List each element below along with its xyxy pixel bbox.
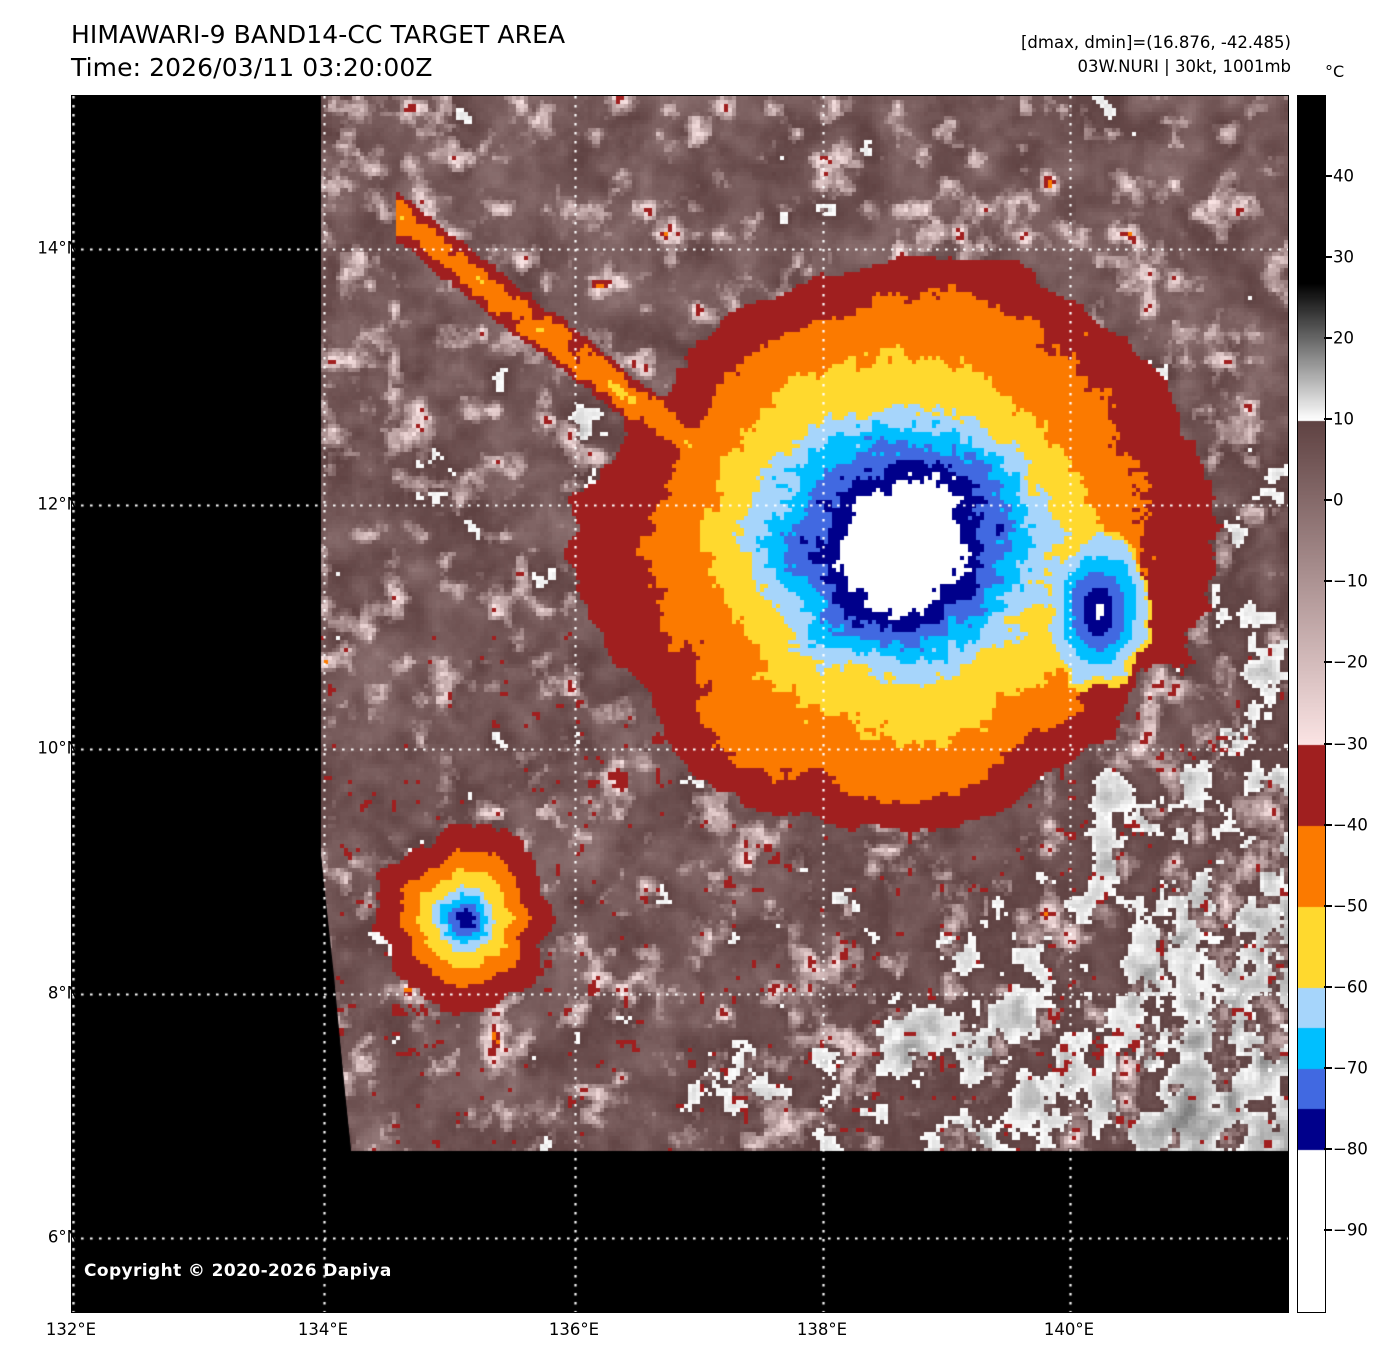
colorbar-tick-mark: [1324, 742, 1332, 745]
dmax-dmin-text: [dmax, dmin]=(16.876, -42.485): [1021, 33, 1291, 52]
colorbar-tick-mark: [1324, 337, 1332, 340]
lon-tick-label: 138°E: [796, 1320, 848, 1339]
title-time-line: Time: 2026/03/11 03:20:00Z: [71, 53, 433, 83]
colorbar-tick-mark: [1324, 1147, 1332, 1150]
colorbar-tick-label: 30: [1333, 247, 1354, 267]
colorbar-tick-mark: [1324, 904, 1332, 907]
colorbar-tick-label: 40: [1333, 166, 1354, 186]
lon-tick-label: 134°E: [297, 1320, 349, 1339]
lon-tick-label: 140°E: [1043, 1320, 1095, 1339]
colorbar-tick-label: −60: [1333, 977, 1368, 997]
colorbar-unit-label: °C: [1325, 62, 1345, 81]
colorbar-tick-mark: [1324, 256, 1332, 259]
lat-tick-label: 14°N: [37, 238, 79, 258]
temperature-colorbar[interactable]: [1297, 95, 1326, 1313]
colorbar-tick-label: −50: [1333, 896, 1368, 916]
lat-tick-label: 8°N: [47, 983, 79, 1003]
lat-tick-label: 10°N: [37, 738, 79, 758]
colorbar-tick-label: −10: [1333, 571, 1368, 591]
colorbar-gradient: [1297, 95, 1326, 1313]
satellite-image-plot[interactable]: Copyright © 2020-2026 Dapiya: [71, 95, 1289, 1313]
metadata-block: [dmax, dmin]=(16.876, -42.485) 03W.NURI …: [1021, 31, 1291, 79]
colorbar-tick-label: −20: [1333, 652, 1368, 672]
lat-tick-label: 12°N: [37, 494, 79, 514]
lat-lon-grid-overlay: [72, 96, 1288, 1312]
colorbar-tick-label: −40: [1333, 815, 1368, 835]
colorbar-tick-label: 10: [1333, 409, 1354, 429]
lon-tick-label: 136°E: [548, 1320, 600, 1339]
colorbar-tick-mark: [1324, 1228, 1332, 1231]
colorbar-tick-label: −70: [1333, 1058, 1368, 1078]
colorbar-tick-label: −90: [1333, 1220, 1368, 1240]
colorbar-tick-mark: [1324, 175, 1332, 178]
colorbar-tick-label: 20: [1333, 328, 1354, 348]
copyright-text: Copyright © 2020-2026 Dapiya: [84, 1261, 392, 1281]
colorbar-tick-mark: [1324, 499, 1332, 502]
colorbar-tick-mark: [1324, 1066, 1332, 1069]
storm-info-text: 03W.NURI | 30kt, 1001mb: [1077, 56, 1291, 76]
colorbar-tick-mark: [1324, 985, 1332, 988]
colorbar-tick-label: 0: [1333, 490, 1344, 510]
colorbar-tick-label: −80: [1333, 1139, 1368, 1159]
colorbar-tick-mark: [1324, 418, 1332, 421]
lat-tick-label: 6°N: [47, 1227, 79, 1247]
colorbar-tick-mark: [1324, 580, 1332, 583]
colorbar-tick-mark: [1324, 823, 1332, 826]
title-product-line: HIMAWARI-9 BAND14-CC TARGET AREA: [71, 20, 566, 49]
page-title: HIMAWARI-9 BAND14-CC TARGET AREA Time: 2…: [71, 18, 565, 85]
lon-tick-label: 132°E: [45, 1320, 97, 1339]
colorbar-tick-mark: [1324, 661, 1332, 664]
colorbar-tick-label: −30: [1333, 734, 1368, 754]
